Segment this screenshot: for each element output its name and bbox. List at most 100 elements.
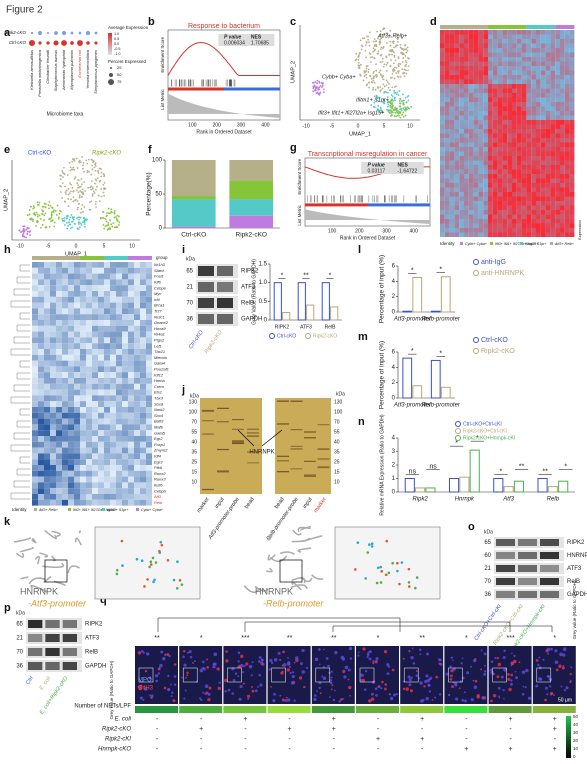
heat-cell xyxy=(555,124,560,129)
heat-cell xyxy=(526,102,532,107)
heat-cell xyxy=(564,70,570,75)
cell-point xyxy=(380,89,382,92)
cell xyxy=(347,678,350,681)
cell xyxy=(492,693,497,698)
panel-letter: q xyxy=(100,594,107,606)
label: -1.64722 xyxy=(398,168,418,174)
cell-point xyxy=(35,211,38,214)
cell xyxy=(554,649,558,653)
cell xyxy=(159,663,163,668)
cell-point xyxy=(387,36,390,39)
heat-cell xyxy=(540,120,546,125)
cell-point xyxy=(115,216,117,218)
heat-cell xyxy=(449,133,455,138)
cell-point xyxy=(385,69,388,72)
cell-point xyxy=(373,106,376,109)
figure-title: Figure 2 xyxy=(6,5,43,16)
cell-point xyxy=(393,115,396,117)
heat-cell xyxy=(444,160,450,165)
cell xyxy=(208,686,212,690)
heat-cell xyxy=(468,88,474,93)
heat-cell xyxy=(536,219,541,224)
bar xyxy=(430,359,441,399)
cell-point xyxy=(396,109,399,112)
heat-cell xyxy=(449,61,455,66)
heat-cell xyxy=(540,88,546,93)
cell-point xyxy=(392,108,395,111)
cell-point xyxy=(403,75,406,78)
heat-cell xyxy=(492,210,498,215)
heat-cell xyxy=(459,70,464,75)
heat-cell xyxy=(86,395,92,402)
label: group xyxy=(156,255,168,260)
heat-cell xyxy=(50,291,56,297)
heat-cell xyxy=(449,39,455,44)
cell-point xyxy=(322,91,325,94)
heat-cell xyxy=(478,66,484,71)
cell-point xyxy=(361,37,364,40)
heat-cell xyxy=(68,372,74,378)
heat-cell xyxy=(104,302,110,309)
heat-cell xyxy=(134,302,140,309)
heat-cell xyxy=(560,214,565,219)
heat-cell xyxy=(134,459,140,465)
heat-cell xyxy=(56,453,62,460)
heat-cell xyxy=(512,120,517,125)
cell xyxy=(301,670,305,674)
heat-cell xyxy=(128,482,134,489)
heat-cell xyxy=(555,214,560,219)
heat-cell xyxy=(62,360,68,367)
cell-point xyxy=(375,69,378,72)
heat-cell xyxy=(68,459,74,465)
cell-point xyxy=(98,200,101,202)
heat-cell xyxy=(454,214,460,219)
cell-point xyxy=(372,88,374,91)
cell-point xyxy=(365,67,368,70)
atom xyxy=(380,570,384,573)
group-bar xyxy=(104,256,128,260)
x-tick-label: Relb xyxy=(547,497,560,503)
cell xyxy=(318,681,322,685)
heat-cell xyxy=(454,147,460,152)
heat-cell xyxy=(116,465,122,471)
heat-cell xyxy=(473,138,479,143)
label: - xyxy=(200,716,203,723)
heat-cell xyxy=(555,205,560,210)
heat-cell xyxy=(444,228,450,233)
heat-cell xyxy=(74,285,80,291)
heat-cell xyxy=(497,138,503,143)
cell-point xyxy=(59,174,62,177)
cell xyxy=(472,679,475,682)
heat-cell xyxy=(550,205,556,210)
cell-point xyxy=(26,214,29,217)
heat-cell xyxy=(38,418,44,425)
cell xyxy=(242,682,246,685)
cell-point xyxy=(48,200,51,203)
cell-point xyxy=(81,167,84,170)
heat-cell xyxy=(564,88,570,93)
cell xyxy=(298,676,303,680)
heat-cell xyxy=(444,61,450,66)
heat-cell xyxy=(440,43,445,48)
gel-band xyxy=(247,435,259,437)
heat-cell xyxy=(560,223,565,228)
heat-cell xyxy=(478,169,484,174)
heat-cell xyxy=(550,210,556,215)
cell-point xyxy=(399,111,402,114)
heat-cell xyxy=(444,34,450,39)
heat-cell xyxy=(560,219,565,224)
cell xyxy=(281,664,284,667)
heat-cell xyxy=(526,48,532,53)
heat-cell xyxy=(62,407,68,413)
heat-cell xyxy=(550,75,556,80)
heat-cell xyxy=(526,88,532,93)
cell-point xyxy=(318,88,321,91)
heat-cell xyxy=(492,142,498,147)
heat-cell xyxy=(545,120,551,125)
gel-band xyxy=(232,428,244,430)
heat-cell xyxy=(38,407,44,413)
nets-cell xyxy=(356,706,399,713)
heat-cell xyxy=(492,178,498,183)
heat-cell xyxy=(516,205,522,210)
cell-point xyxy=(381,110,384,113)
